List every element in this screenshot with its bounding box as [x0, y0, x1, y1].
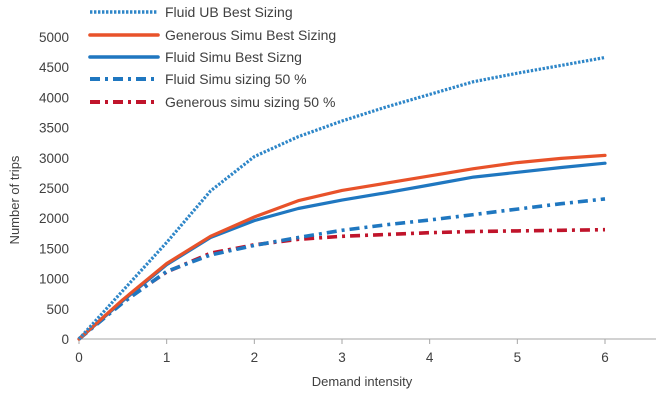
series-line-4: [77, 197, 606, 341]
y-tick-label: 5000: [39, 30, 69, 45]
series-lines: [77, 55, 607, 341]
legend-label: Fluid UB Best Sizing: [165, 4, 293, 20]
y-tick-label: 1000: [39, 272, 69, 287]
y-tick-label: 3500: [39, 121, 69, 136]
x-tick-label: 5: [514, 350, 522, 365]
legend: Fluid UB Best Sizing Generous Simu Best S…: [88, 4, 336, 110]
series-line-1: [77, 55, 606, 341]
x-tick-label: 3: [338, 350, 346, 365]
y-tick-labels: 0 500 1000 1500 2000 2500 3000 3500 4000 4500 5000: [39, 30, 69, 347]
y-tick-label: 4500: [39, 60, 69, 75]
legend-label: Fluid Simu Best Sizng: [165, 49, 302, 65]
x-tick-label: 1: [163, 350, 171, 365]
x-tick-labels: 0 1 2 3 4 5 6: [75, 350, 609, 365]
y-tick-label: 4000: [39, 90, 69, 105]
legend-label: Generous Simu Best Sizing: [165, 27, 336, 43]
x-tick-label: 2: [251, 350, 259, 365]
series-line-5: [77, 227, 606, 341]
x-tick-label: 6: [601, 350, 609, 365]
x-axis-title: Demand intensity: [312, 374, 413, 389]
y-tick-label: 1500: [39, 241, 69, 256]
y-tick-label: 500: [46, 302, 69, 317]
y-tick-label: 0: [61, 332, 69, 347]
y-tick-label: 2000: [39, 211, 69, 226]
x-tick-marks: [78, 339, 606, 344]
x-tick-label: 0: [75, 350, 83, 365]
series-line-2: [77, 153, 607, 341]
y-tick-label: 2500: [39, 181, 69, 196]
legend-label: Fluid Simu sizing 50 %: [165, 71, 307, 87]
y-tick-label: 3000: [39, 151, 69, 166]
legend-label: Generous simu sizing 50 %: [165, 94, 335, 110]
y-axis-title: Number of trips: [7, 155, 22, 244]
x-tick-label: 4: [426, 350, 434, 365]
